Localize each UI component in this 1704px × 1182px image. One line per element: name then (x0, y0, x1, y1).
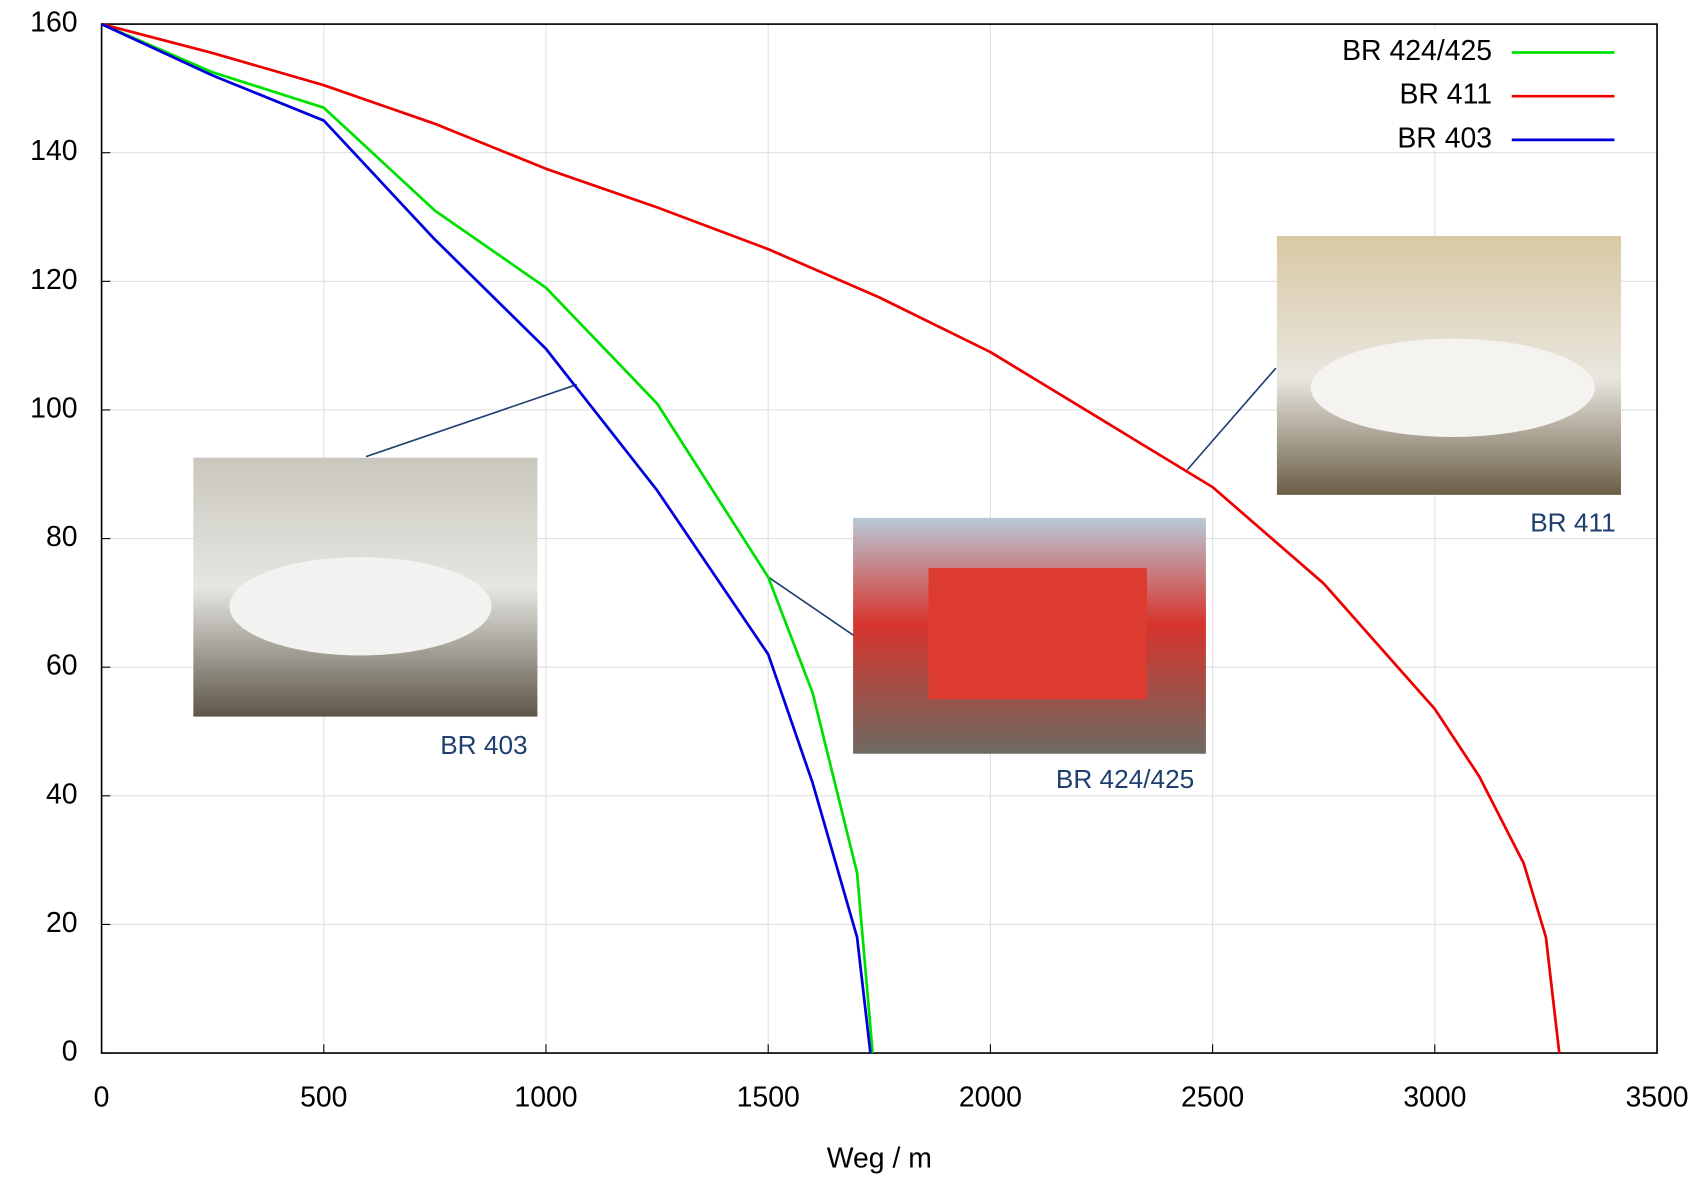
photo-train (928, 568, 1147, 700)
legend-box (1272, 28, 1653, 151)
photos (193, 236, 1621, 754)
leader-line (1186, 367, 1277, 471)
y-tick-label: 100 (30, 392, 77, 424)
x-tick-label: 1500 (737, 1081, 800, 1113)
y-tick-label: 160 (30, 7, 77, 39)
x-tick-label: 0 (94, 1081, 110, 1113)
x-tick-label: 3500 (1625, 1081, 1688, 1113)
x-tick-label: 3000 (1403, 1081, 1466, 1113)
photo-caption: BR 424/425 (1056, 764, 1194, 794)
photo-train (229, 557, 492, 656)
x-tick-label: 2500 (1181, 1081, 1244, 1113)
x-axis-label: Weg / m (827, 1143, 932, 1175)
y-tick-label: 60 (46, 650, 78, 682)
x-tick-label: 2000 (959, 1081, 1022, 1113)
y-tick-label: 20 (46, 907, 78, 939)
leader-line (365, 383, 578, 458)
y-tick-label: 40 (46, 778, 78, 810)
legend-label: BR 424/425 (1342, 35, 1492, 67)
series-line (101, 22, 875, 1054)
legend-label: BR 403 (1397, 122, 1492, 154)
series-line (101, 22, 1561, 1054)
leader-line (767, 576, 855, 637)
legend: BR 424/425 BR 411 BR 403 (1342, 35, 1615, 154)
y-tick-label: 140 (30, 135, 77, 167)
y-tick-label: 120 (30, 264, 77, 296)
y-tick-label: 80 (46, 521, 78, 553)
series-line (101, 22, 872, 1054)
y-tick-label: 0 (62, 1036, 78, 1068)
plot-frame (100, 23, 1658, 1054)
photo-caption: BR 411 (1530, 507, 1615, 537)
legend-label: BR 411 (1399, 79, 1492, 111)
x-tick-label: 1000 (514, 1081, 577, 1113)
photo-caption: BR 403 (440, 730, 527, 760)
photo-train (1310, 338, 1595, 437)
x-tick-label: 500 (300, 1081, 347, 1113)
lines (101, 22, 1561, 1054)
